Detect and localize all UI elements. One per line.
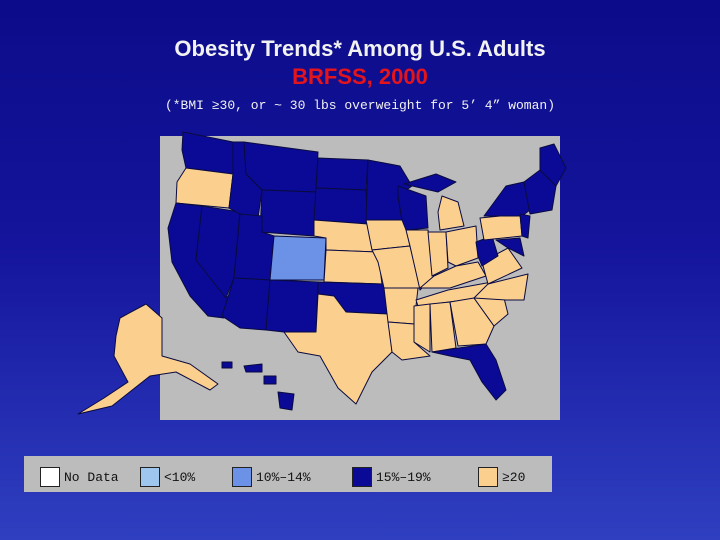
state-colorado[interactable] <box>269 235 327 281</box>
legend-item-ge20: ≥20 <box>478 466 525 488</box>
state-pennsylvania[interactable] <box>479 213 523 241</box>
state-georgia[interactable] <box>449 297 495 347</box>
state-maine[interactable] <box>539 143 567 187</box>
legend-item-10-14: 10%–14% <box>232 466 311 488</box>
legend-label: ≥20 <box>502 469 526 485</box>
state-michigan[interactable] <box>403 173 457 193</box>
legend-swatch <box>478 467 498 487</box>
state-arizona[interactable] <box>221 277 271 331</box>
map-subtitle: BRFSS, 2000 <box>292 64 428 89</box>
state-wyoming[interactable] <box>259 189 317 237</box>
state-hawaii-2[interactable] <box>243 363 263 373</box>
state-oregon[interactable] <box>175 167 234 209</box>
state-texas[interactable] <box>283 293 393 405</box>
state-new-mexico[interactable] <box>265 279 319 333</box>
state-south-dakota[interactable] <box>313 187 369 225</box>
state-ohio[interactable] <box>445 225 479 267</box>
legend-background <box>24 456 552 492</box>
map-title: Obesity Trends* Among U.S. Adults <box>174 36 546 61</box>
legend-item-15-19: 15%–19% <box>352 466 431 488</box>
legend-label: 10%–14% <box>256 469 311 485</box>
state-indiana[interactable] <box>427 231 449 277</box>
state-new-england[interactable] <box>523 169 557 215</box>
legend-swatch <box>140 467 160 487</box>
footnote: (*BMI ≥30, or ~ 30 lbs overweight for 5’… <box>164 98 556 113</box>
legend-swatch <box>40 467 60 487</box>
state-maryland[interactable] <box>495 237 525 257</box>
legend-label: <10% <box>164 469 196 485</box>
state-kentucky[interactable] <box>419 261 487 289</box>
state-hawaii-1[interactable] <box>221 361 233 369</box>
legend-label: No Data <box>64 469 119 485</box>
state-michigan-lower[interactable] <box>437 195 465 231</box>
state-north-carolina[interactable] <box>473 273 529 301</box>
state-hawaii-4[interactable] <box>277 391 295 411</box>
state-hawaii-3[interactable] <box>263 375 277 385</box>
legend-item-lt10: <10% <box>140 466 195 488</box>
state-arkansas[interactable] <box>383 287 419 325</box>
legend-label: 15%–19% <box>376 469 431 485</box>
legend-swatch <box>232 467 252 487</box>
legend-swatch <box>352 467 372 487</box>
state-alaska[interactable] <box>77 303 219 415</box>
state-florida[interactable] <box>431 343 507 401</box>
state-kansas[interactable] <box>323 249 383 285</box>
state-mississippi[interactable] <box>413 303 431 353</box>
legend-item-no-data: No Data <box>40 466 119 488</box>
state-new-jersey[interactable] <box>519 213 531 239</box>
state-north-dakota[interactable] <box>315 157 369 191</box>
